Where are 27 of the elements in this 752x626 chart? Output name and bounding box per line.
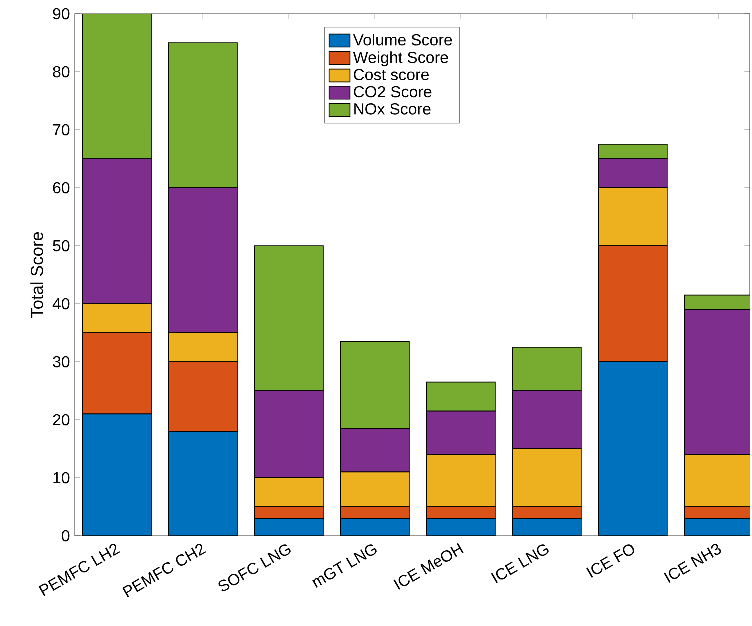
bar: [512, 448, 582, 508]
y-tick-label: 40: [52, 298, 70, 310]
x-tick-label: ICE NH3: [664, 544, 722, 583]
x-tick-label: mGT LNG: [312, 544, 378, 588]
y-tick-label: 90: [53, 8, 70, 20]
bar: [254, 478, 324, 508]
y-tick-label: 20: [53, 414, 70, 426]
legend-label: NOx Score: [354, 104, 431, 115]
y-axis-title: Total Score: [30, 232, 44, 318]
y-tick-label: 10: [54, 472, 70, 484]
x-tick-label: ICE LNG: [491, 544, 550, 584]
legend-label: Weight Score: [353, 52, 448, 66]
bar: [340, 472, 410, 508]
y-tick-label: 50: [53, 240, 70, 252]
y-tick-label: 30: [53, 356, 70, 368]
bar: [598, 188, 668, 246]
x-tick-label: ICE FO: [586, 544, 634, 578]
bar: [82, 304, 152, 334]
legend-label: Cost score: [354, 69, 430, 80]
legend-label: CO2 Score: [354, 86, 432, 98]
y-tick-label: 80: [53, 66, 70, 78]
y-tick-label: 70: [53, 124, 70, 136]
legend-label: Volume Score: [353, 34, 452, 46]
y-tick-label: 0: [62, 530, 70, 542]
bar: [168, 332, 238, 362]
y-tick-label: 60: [53, 182, 70, 194]
bar: [426, 454, 496, 508]
